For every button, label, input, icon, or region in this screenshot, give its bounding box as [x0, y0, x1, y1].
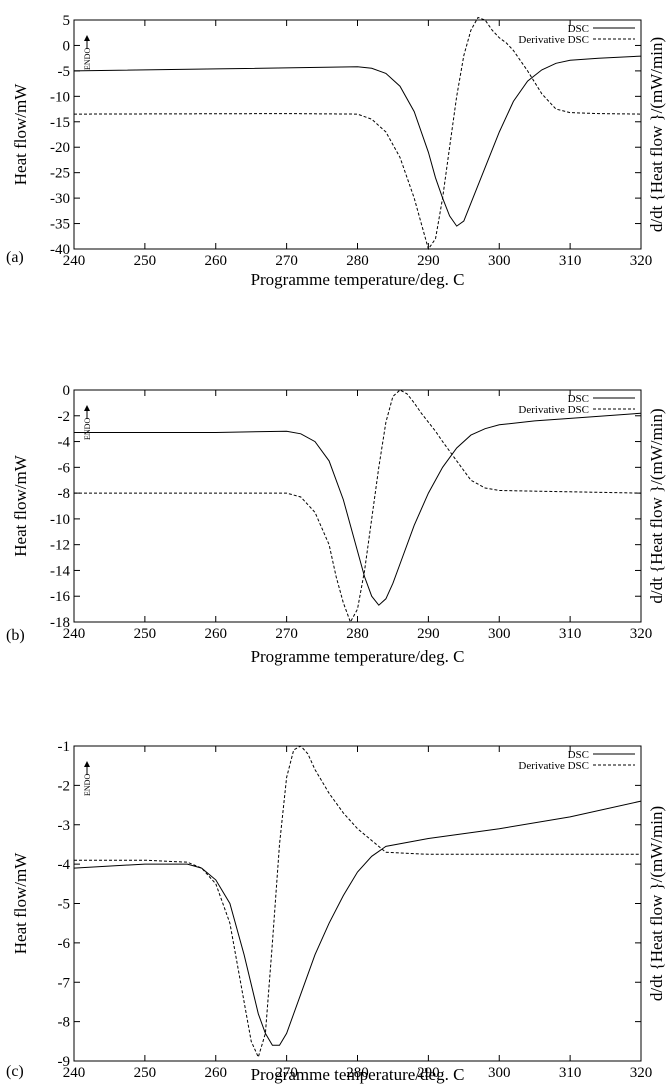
legend-label: Derivative DSC	[518, 34, 589, 46]
endo-label: ENDO	[83, 774, 92, 796]
y-axis-label: Heat flow/mW	[11, 83, 30, 185]
x-tick-label: 260	[205, 253, 228, 269]
endo-label: ENDO	[83, 418, 92, 440]
legend-label: Derivative DSC	[518, 404, 589, 416]
panel-label: (c)	[6, 1063, 24, 1080]
y-axis-label-right: d/dt {Heat flow }/(mW/min)	[647, 408, 666, 603]
y-tick-label: -7	[58, 975, 71, 991]
series-line-derivative-dsc	[74, 745, 641, 1059]
endo-arrow-head	[84, 761, 90, 767]
y-tick-label: -6	[58, 460, 71, 476]
x-tick-label: 320	[630, 253, 653, 269]
x-axis-label: Programme temperature/deg. C	[251, 1065, 465, 1084]
series-line-derivative-dsc	[74, 389, 642, 624]
x-tick-label: 240	[63, 1065, 86, 1081]
endo-arrow-head	[84, 35, 90, 41]
x-tick-label: 320	[630, 1065, 653, 1081]
y-tick-label: -10	[50, 89, 70, 105]
y-tick-label: -6	[58, 936, 71, 952]
series-line-dsc	[73, 800, 642, 1046]
y-tick-label: -8	[58, 1015, 71, 1031]
x-tick-label: 280	[346, 1065, 369, 1081]
series-line-dsc	[74, 412, 642, 606]
y-tick-label: -5	[58, 897, 71, 913]
x-tick-label: 250	[134, 253, 157, 269]
y-tick-label: -1	[58, 739, 71, 755]
plot-frame	[73, 19, 642, 250]
legend-label: DSC	[568, 749, 589, 761]
x-tick-label: 270	[275, 253, 298, 269]
x-tick-label: 250	[134, 1065, 157, 1081]
chart-panel-a: 240 250 260 270 280 290 300 310 320 -40 -35 -30 -25 -…	[6, 13, 666, 289]
endo-label: ENDO	[83, 48, 92, 70]
chart-panel-c: 240 250 260 270 280 290 300 310 320 -9 -8 -7 -6 -5 -4 -…	[6, 739, 666, 1084]
plot-frame	[73, 745, 642, 1062]
x-tick-label: 260	[205, 626, 228, 642]
x-tick-label: 310	[559, 1065, 582, 1081]
y-tick-label: -16	[50, 589, 70, 605]
endo-arrow-head	[84, 405, 90, 411]
x-tick-label: 240	[63, 626, 86, 642]
y-tick-label: -25	[50, 166, 70, 182]
y-tick-label: -9	[58, 1054, 71, 1070]
x-tick-label: 310	[559, 626, 582, 642]
x-tick-label: 240	[63, 253, 86, 269]
y-axis-label-right: d/dt {Heat flow }/(mW/min)	[647, 37, 666, 232]
x-tick-label: 320	[630, 626, 653, 642]
x-tick-label: 290	[417, 626, 440, 642]
x-tick-label: 290	[417, 1065, 440, 1081]
y-axis-label: Heat flow/mW	[11, 454, 30, 556]
y-axis-label-right: d/dt {Heat flow }/(mW/min)	[647, 806, 666, 1001]
series-line-derivative-dsc	[73, 16, 642, 251]
y-tick-label: -4	[58, 857, 71, 873]
x-tick-label: 280	[346, 253, 369, 269]
chart-panel-b: 240 250 260 270 280 290 300 310 320 -18 -16 -14 -12 -…	[6, 383, 666, 666]
panel-label: (b)	[6, 627, 25, 644]
x-tick-label: 290	[417, 253, 440, 269]
legend-label: DSC	[568, 23, 589, 35]
plot-frame	[73, 389, 642, 623]
y-tick-label: -8	[58, 486, 71, 502]
y-tick-label: -20	[50, 140, 70, 156]
x-tick-label: 300	[488, 1065, 511, 1081]
legend-label: DSC	[568, 393, 589, 405]
y-tick-label: -3	[58, 818, 71, 834]
legend-label: Derivative DSC	[518, 760, 589, 772]
x-tick-label: 260	[205, 1065, 228, 1081]
y-tick-label: -2	[58, 409, 71, 425]
y-tick-label: -40	[50, 242, 70, 258]
y-tick-label: -35	[50, 217, 70, 233]
y-tick-label: -30	[50, 191, 70, 207]
y-tick-label: -5	[58, 64, 71, 80]
x-tick-label: 250	[134, 626, 157, 642]
series-line-dsc	[73, 55, 642, 227]
y-tick-label: -2	[58, 778, 71, 794]
x-tick-label: 300	[488, 626, 511, 642]
x-tick-label: 310	[559, 253, 582, 269]
x-axis-label: Programme temperature/deg. C	[251, 647, 465, 666]
x-tick-label: 300	[488, 253, 511, 269]
panel-label: (a)	[6, 249, 24, 266]
y-tick-label: -12	[50, 538, 70, 554]
x-tick-label: 280	[346, 626, 369, 642]
y-tick-label: 5	[63, 13, 71, 29]
y-tick-label: -4	[58, 435, 71, 451]
y-tick-label: -14	[50, 563, 70, 579]
x-tick-label: 270	[275, 626, 298, 642]
y-tick-label: 0	[63, 38, 71, 54]
x-tick-label: 270	[275, 1065, 298, 1081]
y-tick-label: -15	[50, 115, 70, 131]
x-axis-label: Programme temperature/deg. C	[251, 270, 465, 289]
y-tick-label: 0	[63, 383, 71, 399]
y-tick-label: -18	[50, 615, 70, 631]
y-tick-label: -10	[50, 512, 70, 528]
y-axis-label: Heat flow/mW	[11, 852, 30, 954]
